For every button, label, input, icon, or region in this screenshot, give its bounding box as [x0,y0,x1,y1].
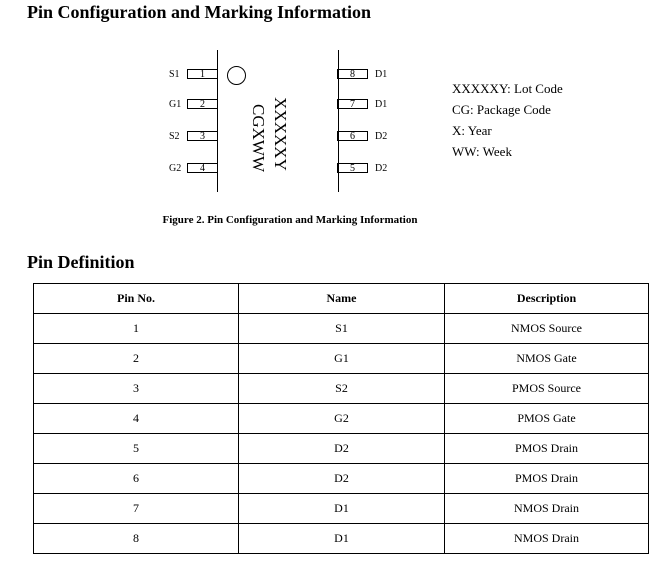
legend-item: X: Year [452,123,492,138]
table-row: 3 S2 PMOS Source [33,373,649,404]
pin-definition-table: Pin No. Name Description 1 S1 NMOS Sourc… [33,283,649,554]
cell-name: D1 [238,523,445,554]
table-row: 8 D1 NMOS Drain [33,523,649,554]
table-row: 2 G1 NMOS Gate [33,343,649,374]
figure-caption: Figure 2. Pin Configuration and Marking … [162,214,418,226]
chip-body [217,50,339,192]
marking-legend: XXXXXY: Lot Code CG: Package Code X: Yea… [452,78,563,162]
cell-pin-no: 5 [33,433,239,464]
marking-line2: CGXWW [249,104,268,172]
pin-box: 6 [337,131,368,142]
pin-box: 7 [337,99,368,110]
cell-description: NMOS Drain [444,523,649,554]
cell-description: PMOS Drain [444,433,649,464]
cell-pin-no: 8 [33,523,239,554]
cell-description: NMOS Drain [444,493,649,524]
table-row: 1 S1 NMOS Source [33,313,649,344]
header-name: Name [238,283,445,314]
cell-name: S1 [238,313,445,344]
legend-item: CG: Package Code [452,102,551,117]
cell-pin-no: 6 [33,463,239,494]
pin-box: 4 [187,163,218,174]
pin-box: 1 [187,69,218,80]
pin-label: D2 [375,163,388,174]
pin-label: D1 [375,69,388,80]
pin1-marker-circle [227,66,246,85]
cell-description: NMOS Gate [444,343,649,374]
pin-label: G2 [169,163,182,174]
cell-name: D1 [238,493,445,524]
legend-item: WW: Week [452,144,512,159]
table-row: 6 D2 PMOS Drain [33,463,649,494]
pin-label: S2 [169,131,180,142]
cell-name: G2 [238,403,445,434]
cell-description: PMOS Source [444,373,649,404]
pin-box: 5 [337,163,368,174]
pin-label: G1 [169,99,182,110]
cell-name: G1 [238,343,445,374]
pin-label: D1 [375,99,388,110]
pin-definition-title: Pin Definition [27,252,135,272]
cell-pin-no: 7 [33,493,239,524]
section-title: Pin Configuration and Marking Informatio… [27,2,372,22]
pin-box: 2 [187,99,218,110]
cell-name: S2 [238,373,445,404]
table-row: 7 D1 NMOS Drain [33,493,649,524]
pin-box: 8 [337,69,368,80]
pin-label: D2 [375,131,388,142]
table-row: 5 D2 PMOS Drain [33,433,649,464]
cell-description: PMOS Drain [444,463,649,494]
marking-line1: XXXXXY [271,97,290,171]
cell-pin-no: 2 [33,343,239,374]
cell-name: D2 [238,433,445,464]
cell-name: D2 [238,463,445,494]
table-header-row: Pin No. Name Description [33,283,649,314]
header-description: Description [444,283,649,314]
cell-pin-no: 1 [33,313,239,344]
table-row: 4 G2 PMOS Gate [33,403,649,434]
header-pin-no: Pin No. [33,283,239,314]
cell-description: NMOS Source [444,313,649,344]
cell-description: PMOS Gate [444,403,649,434]
pin-label: S1 [169,69,180,80]
cell-pin-no: 3 [33,373,239,404]
legend-item: XXXXXY: Lot Code [452,81,563,96]
pin-box: 3 [187,131,218,142]
cell-pin-no: 4 [33,403,239,434]
